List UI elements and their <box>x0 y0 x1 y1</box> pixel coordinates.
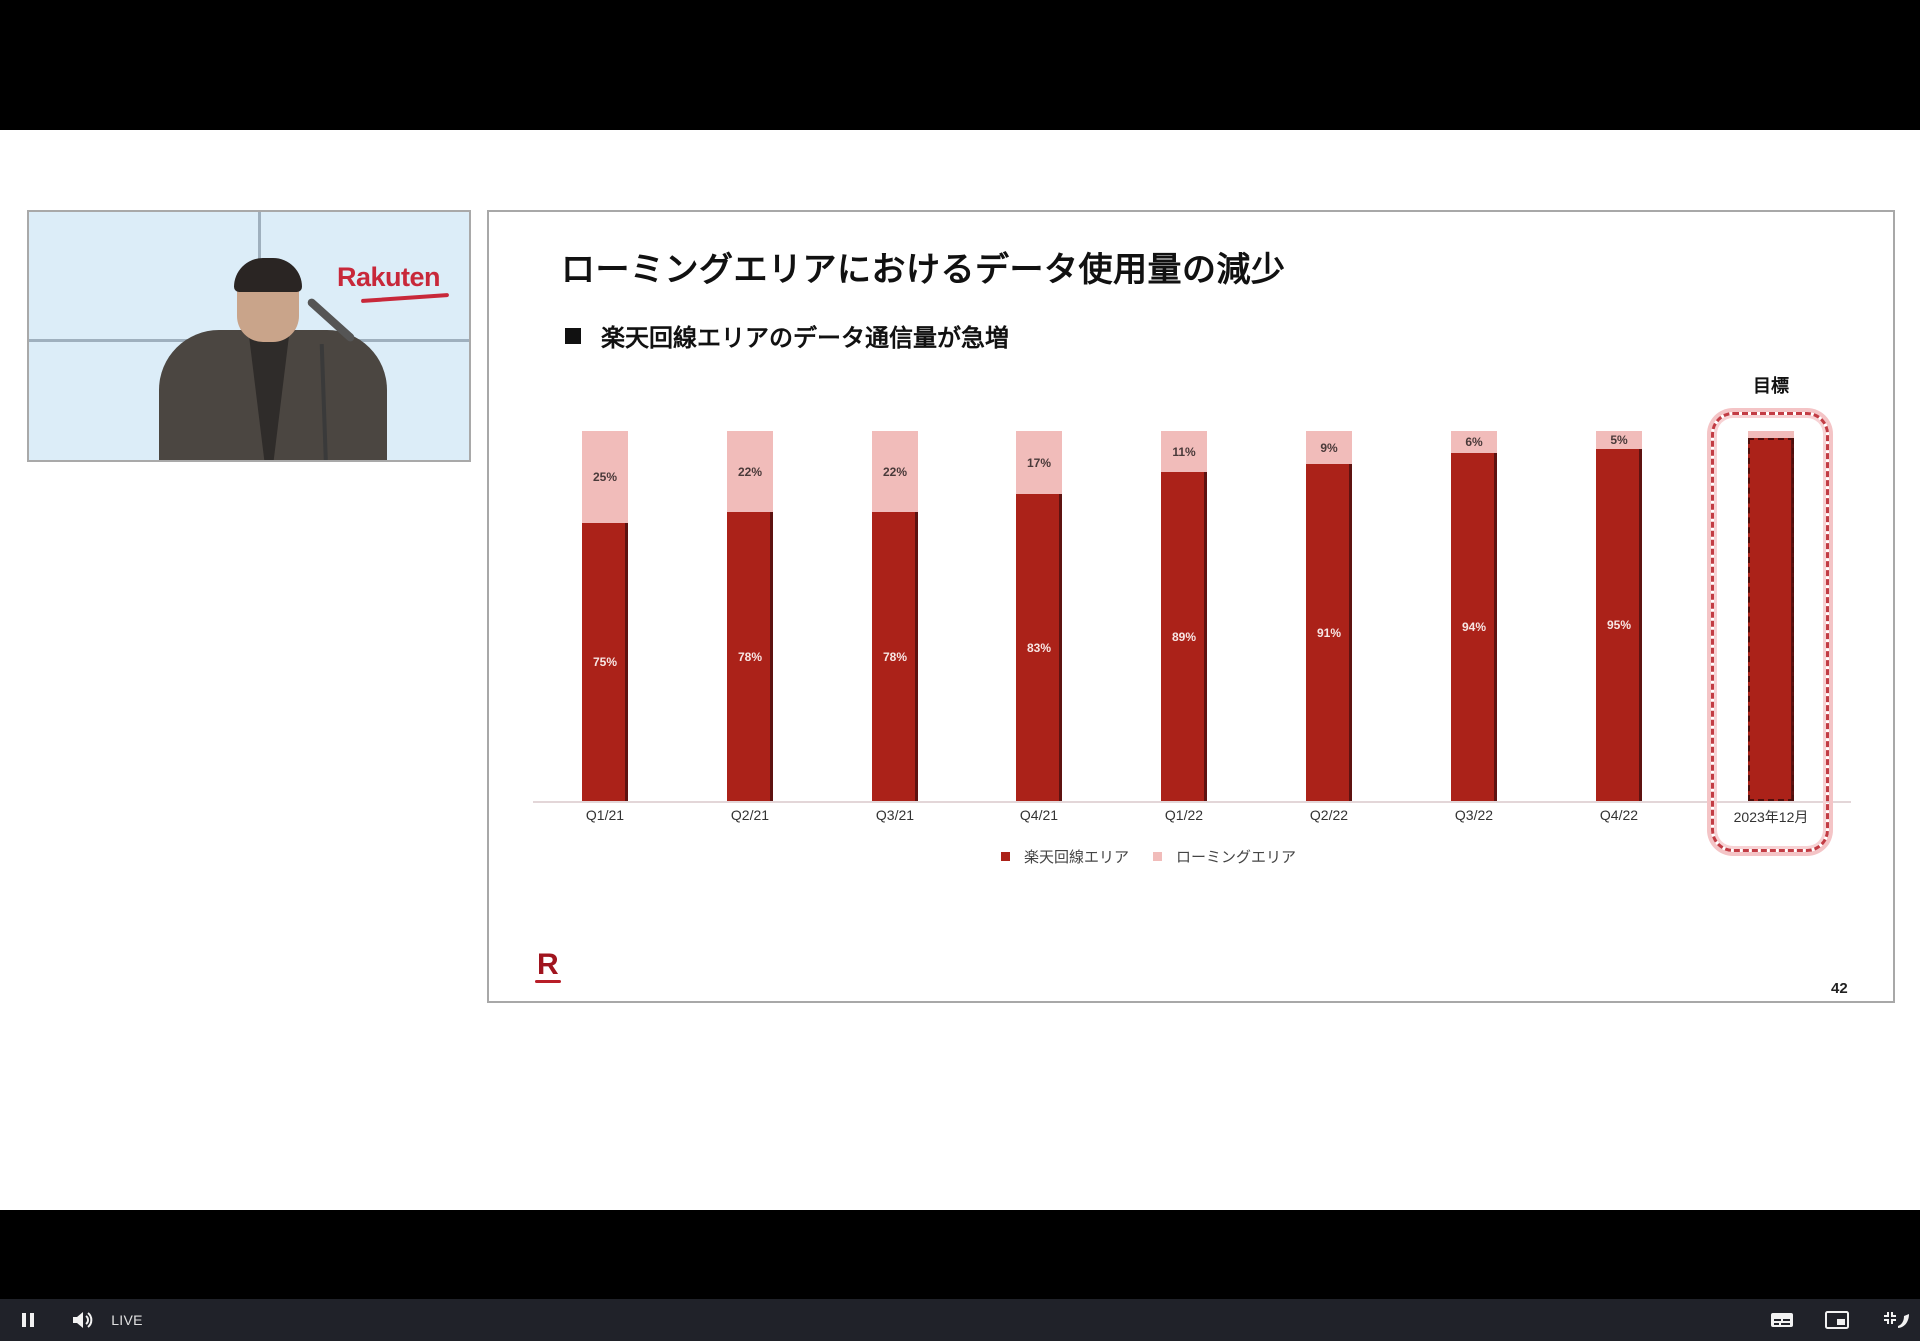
bar-segment-rakuten <box>1748 438 1794 801</box>
x-axis-tick-label: Q4/21 <box>1019 807 1059 823</box>
top-letterbox <box>0 0 1920 130</box>
x-axis-tick-label: Q2/21 <box>730 807 770 823</box>
speaker-video: Rakuten <box>27 210 471 462</box>
slide-title: ローミングエリアにおけるデータ使用量の減少 <box>561 250 1286 290</box>
bar-segment-rakuten <box>1161 472 1207 801</box>
bar-segment-roaming <box>1596 431 1642 449</box>
speaker-hair <box>234 258 302 292</box>
target-highlight-outline <box>1711 412 1829 852</box>
pause-icon <box>22 1313 34 1327</box>
rakuten-r-logo-underline <box>535 980 561 983</box>
bar-segment-roaming <box>727 431 773 512</box>
bar-quarter: 11% 89% <box>1161 431 1207 801</box>
picture-in-picture-button[interactable] <box>1822 1299 1852 1341</box>
bullet-square-icon <box>565 327 581 344</box>
slide-subtitle: 楽天回線エリアのデータ通信量が急増 <box>565 318 1009 353</box>
x-axis-line <box>533 801 1851 803</box>
legend-item-rakuten: 楽天回線エリア <box>1001 846 1129 867</box>
bar-segment-roaming <box>1306 431 1352 464</box>
bar-segment-rakuten <box>1596 449 1642 801</box>
bar-segment-rakuten <box>1016 494 1062 801</box>
bar-label-rakuten: 89% <box>1171 629 1197 644</box>
bar-quarter: 9% 91% <box>1306 431 1352 801</box>
legend-label-rakuten: 楽天回線エリア <box>1024 848 1130 866</box>
bottom-letterbox <box>0 1210 1920 1299</box>
brand-logo: Rakuten <box>337 262 441 292</box>
bar-segment-roaming <box>1748 431 1794 438</box>
bar-label-roaming: 9% <box>1320 440 1338 455</box>
x-axis-tick-label: Q2/22 <box>1309 807 1349 823</box>
bar-segment-rakuten <box>582 523 628 801</box>
bar-segment-roaming <box>1451 431 1497 453</box>
bar-quarter: 25% 75% <box>582 431 628 801</box>
bar-segment-roaming <box>872 431 918 512</box>
target-heading: 目標 <box>1753 376 1789 397</box>
bar-quarter: 17% 83% <box>1016 431 1062 801</box>
volume-button[interactable] <box>68 1299 98 1341</box>
x-axis-tick-label: 2023年12月 <box>1733 809 1809 825</box>
slide-page-number: 42 <box>1831 980 1848 997</box>
legend-item-roaming: ローミングエリア <box>1153 846 1296 867</box>
player-control-bar: LIVE <box>0 1299 1920 1341</box>
bar-label-roaming: 6% <box>1465 435 1483 449</box>
bar-label-rakuten: 83% <box>1026 640 1052 655</box>
bar-quarter: 6% 94% <box>1451 431 1497 801</box>
bar-label-rakuten: 94% <box>1461 620 1487 634</box>
captions-icon <box>1771 1313 1793 1327</box>
bar-label-rakuten: 78% <box>737 649 763 664</box>
bar-label-roaming: 5% <box>1610 433 1628 447</box>
bar-label-rakuten: 75% <box>592 655 618 669</box>
pause-button[interactable] <box>14 1299 42 1341</box>
legend-label-roaming: ローミングエリア <box>1176 848 1297 866</box>
bar-label-rakuten: 91% <box>1316 625 1342 640</box>
bar-label-roaming: 25% <box>592 470 618 484</box>
legend-swatch-roaming <box>1153 852 1163 861</box>
bar-quarter: 22% 78% <box>727 431 773 801</box>
chart-legend: 楽天回線エリア ローミングエリア <box>1001 846 1296 867</box>
x-axis-tick-label: Q1/21 <box>585 807 625 823</box>
bar-label-rakuten: 95% <box>1606 618 1632 632</box>
bar-label-roaming: 11% <box>1172 444 1196 459</box>
brand-logo-swoosh <box>360 292 450 304</box>
bar-segment-rakuten <box>727 512 773 801</box>
stacked-bar-chart: 25% 75% Q1/21 22% 78% Q2/21 22% 78% Q3/21 17% 83% Q… <box>489 212 1897 1005</box>
bar-segment-roaming <box>582 431 628 523</box>
bar-label-roaming: 22% <box>882 464 908 479</box>
bar-segment-rakuten <box>872 512 918 801</box>
bar-label-roaming: 22% <box>737 464 763 479</box>
bar-segment-roaming <box>1016 431 1062 494</box>
x-axis-tick-label: Q3/21 <box>875 807 915 823</box>
bar-segment-rakuten <box>1306 464 1352 801</box>
x-axis-tick-label: Q1/22 <box>1164 807 1204 823</box>
presentation-slide: ローミングエリアにおけるデータ使用量の減少 楽天回線エリアのデータ通信量が急増 … <box>487 210 1895 1003</box>
bar-segment-rakuten <box>1451 453 1497 801</box>
picture-in-picture-icon <box>1825 1311 1849 1329</box>
x-axis-tick-label: Q4/22 <box>1599 807 1639 823</box>
x-axis-tick-label: Q3/22 <box>1454 807 1494 823</box>
target-bar-dashed-outline <box>1748 438 1794 801</box>
volume-icon <box>73 1312 93 1328</box>
slide-subtitle-text: 楽天回線エリアのデータ通信量が急増 <box>601 324 1009 352</box>
exit-fullscreen-icon <box>1884 1312 1909 1328</box>
bar-quarter: 5% 95% <box>1596 431 1642 801</box>
legend-swatch-rakuten <box>1001 852 1010 861</box>
bar-label-rakuten: 78% <box>882 649 908 664</box>
exit-fullscreen-button[interactable] <box>1882 1299 1912 1341</box>
live-indicator: LIVE <box>111 1312 143 1328</box>
bar-label-roaming: 17% <box>1026 455 1052 470</box>
rakuten-r-logo: R <box>537 948 559 981</box>
bar-target <box>1748 431 1794 801</box>
bar-quarter: 22% 78% <box>872 431 918 801</box>
captions-button[interactable] <box>1768 1299 1796 1341</box>
bar-segment-roaming <box>1161 431 1207 472</box>
